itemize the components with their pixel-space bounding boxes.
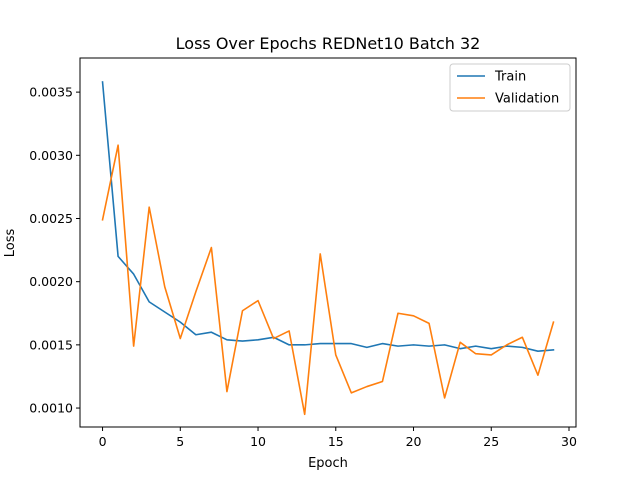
legend-label-validation: Validation [495, 92, 559, 107]
y-tick-label: 0.0015 [29, 337, 73, 352]
chart-title: Loss Over Epochs REDNet10 Batch 32 [176, 34, 481, 53]
x-tick-label: 30 [561, 434, 577, 449]
x-tick-label: 15 [328, 434, 344, 449]
y-axis-label: Loss [3, 229, 18, 258]
y-axis-ticks: 0.0010 0.0015 0.0020 0.0025 0.0030 0.0035 [29, 85, 80, 416]
y-tick-label: 0.0025 [29, 211, 73, 226]
y-tick-label: 0.0020 [29, 274, 73, 289]
y-tick-label: 0.0035 [29, 85, 73, 100]
plot-lines [101, 81, 555, 416]
legend-label-train: Train [494, 70, 526, 85]
plot-frame [79, 57, 577, 428]
y-tick-label: 0.0010 [29, 401, 73, 416]
series-line-validation [101, 144, 555, 416]
x-tick-label: 25 [483, 434, 499, 449]
x-tick-label: 20 [406, 434, 422, 449]
x-tick-label: 10 [250, 434, 266, 449]
x-tick-label: 0 [99, 434, 107, 449]
x-axis-label: Epoch [308, 456, 348, 471]
series-line-train [101, 81, 555, 352]
legend: Train Validation [449, 63, 571, 112]
x-axis-ticks: 0 5 10 15 20 25 30 [99, 427, 577, 449]
x-tick-label: 5 [176, 434, 184, 449]
y-tick-label: 0.0030 [29, 148, 73, 163]
